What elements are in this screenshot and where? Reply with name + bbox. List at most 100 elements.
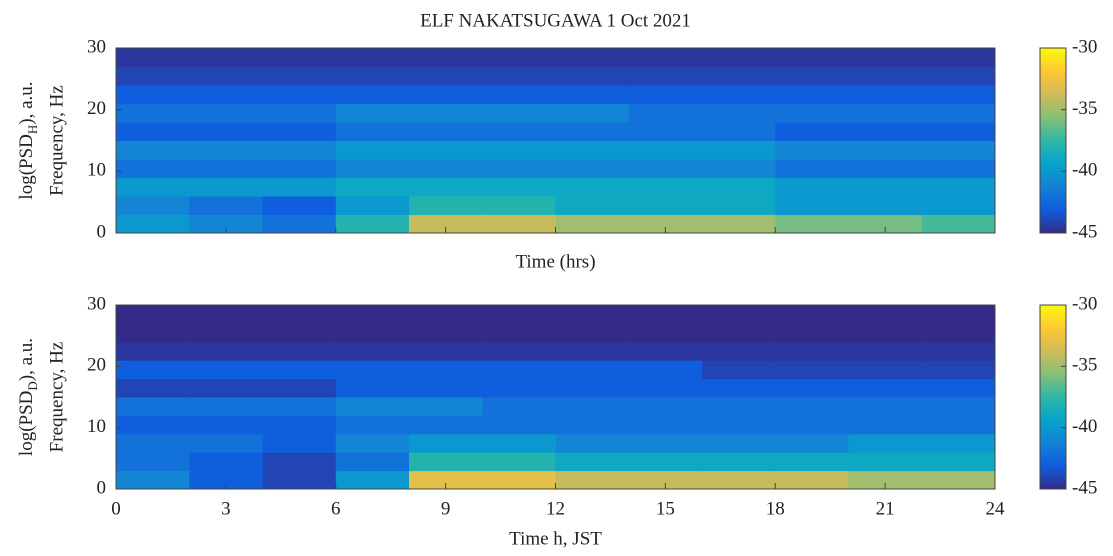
heatmap-cell [555, 85, 630, 104]
heatmap-cell [335, 140, 410, 160]
heatmap-cell [189, 48, 263, 67]
heatmap-cell [335, 214, 410, 234]
heatmap-cell [482, 378, 556, 398]
heatmap-cell [848, 341, 923, 361]
heatmap-cell [409, 323, 483, 343]
heatmap-cell [555, 433, 630, 453]
heatmap-cell [409, 196, 483, 215]
x-tick-label: 0 [111, 498, 121, 519]
heatmap-cell [189, 341, 263, 361]
x-axis-label: Time (hrs) [515, 251, 595, 272]
heatmap-cell [702, 415, 776, 435]
heatmap-cell [775, 397, 849, 416]
heatmap-cell [116, 177, 190, 197]
heatmap-cell [262, 140, 337, 160]
heatmap-cell [409, 470, 483, 490]
heatmap-cell [262, 415, 337, 435]
heatmap-cell [262, 397, 337, 416]
heatmap-cell [848, 122, 923, 141]
heatmap-cell [116, 85, 190, 104]
heatmap-cell [921, 85, 996, 104]
heatmap-cell [409, 177, 483, 197]
heatmap-cell [555, 305, 630, 324]
heatmap-cell [628, 378, 703, 398]
heatmap-cell [116, 66, 190, 86]
heatmap-cell [409, 85, 483, 104]
heatmap-cell [921, 66, 996, 86]
heatmap-cell [262, 378, 337, 398]
heatmap-cell [189, 360, 263, 380]
heatmap-cell [921, 196, 996, 215]
colorbar-tick-label: -30 [1072, 36, 1097, 57]
heatmap-cell [262, 196, 337, 215]
heatmap-cell [189, 159, 263, 178]
heatmap-cell [702, 378, 776, 398]
heatmap-cell [335, 433, 410, 453]
y-axis-label: log(PSDD), a.u. [16, 338, 40, 456]
x-tick-label: 15 [656, 498, 675, 519]
heatmap-cell [702, 122, 776, 141]
colorbar-tick-label: -35 [1072, 355, 1097, 376]
heatmap-cell [921, 140, 996, 160]
heatmap-cell [409, 214, 483, 234]
heatmap-cell [628, 433, 703, 453]
heatmap-cell [189, 196, 263, 215]
heatmap-cell [628, 85, 703, 104]
heatmap-cell [848, 470, 923, 490]
heatmap-cell [189, 103, 263, 123]
y-tick-label: 30 [87, 36, 106, 57]
heatmap-cell [262, 66, 337, 86]
colorbar [1039, 47, 1067, 234]
y-tick-label: 10 [87, 160, 106, 181]
x-tick-label: 3 [221, 498, 231, 519]
heatmap-cell [775, 341, 849, 361]
heatmap-cell [921, 433, 996, 453]
heatmap-cell [482, 159, 556, 178]
heatmap-cell [775, 433, 849, 453]
heatmap-cell [116, 341, 190, 361]
colorbar-tick-label: -30 [1072, 293, 1097, 314]
y-tick-label: 20 [87, 98, 106, 119]
heatmap-cell [335, 323, 410, 343]
heatmap-cell [702, 66, 776, 86]
heatmap-cell [775, 305, 849, 324]
heatmap-cell [848, 360, 923, 380]
heatmap-cell [628, 452, 703, 472]
heatmap-cell [628, 48, 703, 67]
heatmap-cell [848, 140, 923, 160]
heatmap-cell [409, 159, 483, 178]
heatmap-cell [482, 341, 556, 361]
heatmap-cell [848, 323, 923, 343]
heatmap-cell [775, 214, 849, 234]
colorbar-tick-label: -35 [1072, 98, 1097, 119]
heatmap-cell [555, 341, 630, 361]
heatmap-cell [482, 360, 556, 380]
heatmap-cell [482, 433, 556, 453]
heatmap-cell [775, 85, 849, 104]
heatmap-cell [409, 341, 483, 361]
chart-title: ELF NAKATSUGAWA 1 Oct 2021 [420, 10, 691, 31]
heatmap-cell [921, 470, 996, 490]
heatmap-cell [555, 415, 630, 435]
heatmap-cell [555, 452, 630, 472]
heatmap-cell [482, 140, 556, 160]
heatmap-cell [116, 323, 190, 343]
heatmap-cell [189, 323, 263, 343]
heatmap-cell [262, 360, 337, 380]
y-axis-label-text: log(PSD [16, 391, 37, 456]
colorbar-tick-label: -45 [1072, 221, 1097, 242]
heatmap-cell [628, 66, 703, 86]
heatmap-cell [189, 378, 263, 398]
heatmap-cell [189, 214, 263, 234]
heatmap-cell [189, 452, 263, 472]
heatmap-cell [628, 305, 703, 324]
heatmap-cell [702, 177, 776, 197]
x-tick-label: 24 [986, 498, 1006, 519]
heatmap-cell [848, 66, 923, 86]
heatmap-cell [775, 140, 849, 160]
heatmap-cell [702, 397, 776, 416]
heatmap-cell [775, 323, 849, 343]
heatmap-cell [702, 452, 776, 472]
heatmap-cell [189, 66, 263, 86]
